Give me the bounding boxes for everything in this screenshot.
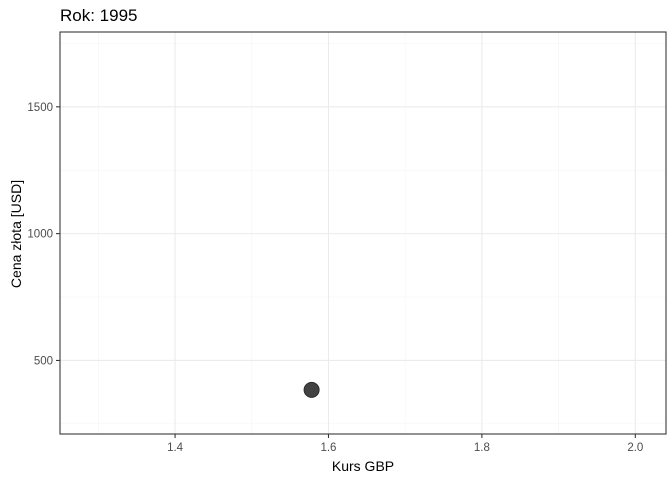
x-tick-label: 1.8	[474, 442, 490, 454]
chart-title: Rok: 1995	[60, 6, 138, 25]
y-axis-ticks: 500 1000 1500	[27, 102, 60, 367]
plot-panel-border	[59, 31, 667, 435]
y-axis-title: Cena złota [USD]	[8, 180, 24, 288]
minor-gridlines	[60, 32, 666, 434]
x-axis-title: Kurs GBP	[332, 458, 394, 474]
x-tick-label: 1.4	[167, 442, 184, 454]
major-gridlines	[60, 32, 666, 434]
x-axis-ticks: 1.4 1.6 1.8 2.0	[167, 434, 643, 454]
y-tick-label: 1000	[27, 229, 53, 241]
x-tick-label: 1.6	[320, 442, 336, 454]
data-point	[303, 381, 320, 398]
x-tick-label: 2.0	[627, 442, 643, 454]
y-tick-label: 500	[34, 355, 53, 367]
y-tick-label: 1500	[27, 102, 53, 114]
data-points	[303, 381, 320, 398]
